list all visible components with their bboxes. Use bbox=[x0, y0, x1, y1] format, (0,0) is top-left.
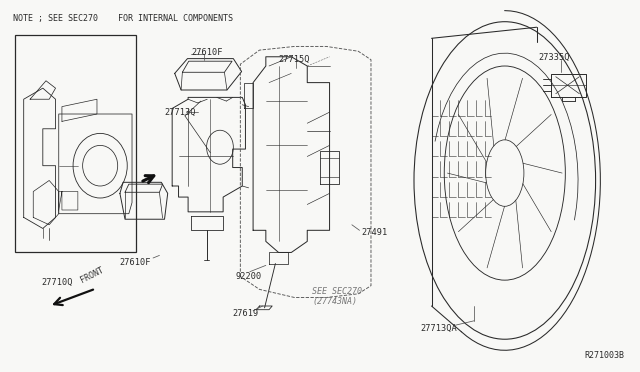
Text: 27491: 27491 bbox=[362, 228, 388, 237]
Text: NOTE ; SEE SEC270    FOR INTERNAL COMPONENTS: NOTE ; SEE SEC270 FOR INTERNAL COMPONENT… bbox=[13, 14, 233, 23]
Text: R271003B: R271003B bbox=[584, 351, 625, 360]
Text: FRONT: FRONT bbox=[79, 266, 105, 285]
Text: 27619: 27619 bbox=[232, 309, 259, 318]
Text: 27610F: 27610F bbox=[119, 258, 151, 267]
Text: (27743NA): (27743NA) bbox=[312, 297, 357, 306]
Text: SEE SEC270: SEE SEC270 bbox=[312, 287, 362, 296]
Text: 27715Q: 27715Q bbox=[278, 55, 310, 64]
Text: 27713QA: 27713QA bbox=[420, 324, 458, 333]
Text: 27713Q: 27713Q bbox=[164, 108, 195, 117]
Bar bbox=[15, 35, 136, 253]
Text: 92200: 92200 bbox=[236, 272, 262, 281]
Text: 27710Q: 27710Q bbox=[41, 278, 72, 286]
Text: 27335Q: 27335Q bbox=[538, 53, 570, 62]
Text: 27610F: 27610F bbox=[191, 48, 223, 57]
